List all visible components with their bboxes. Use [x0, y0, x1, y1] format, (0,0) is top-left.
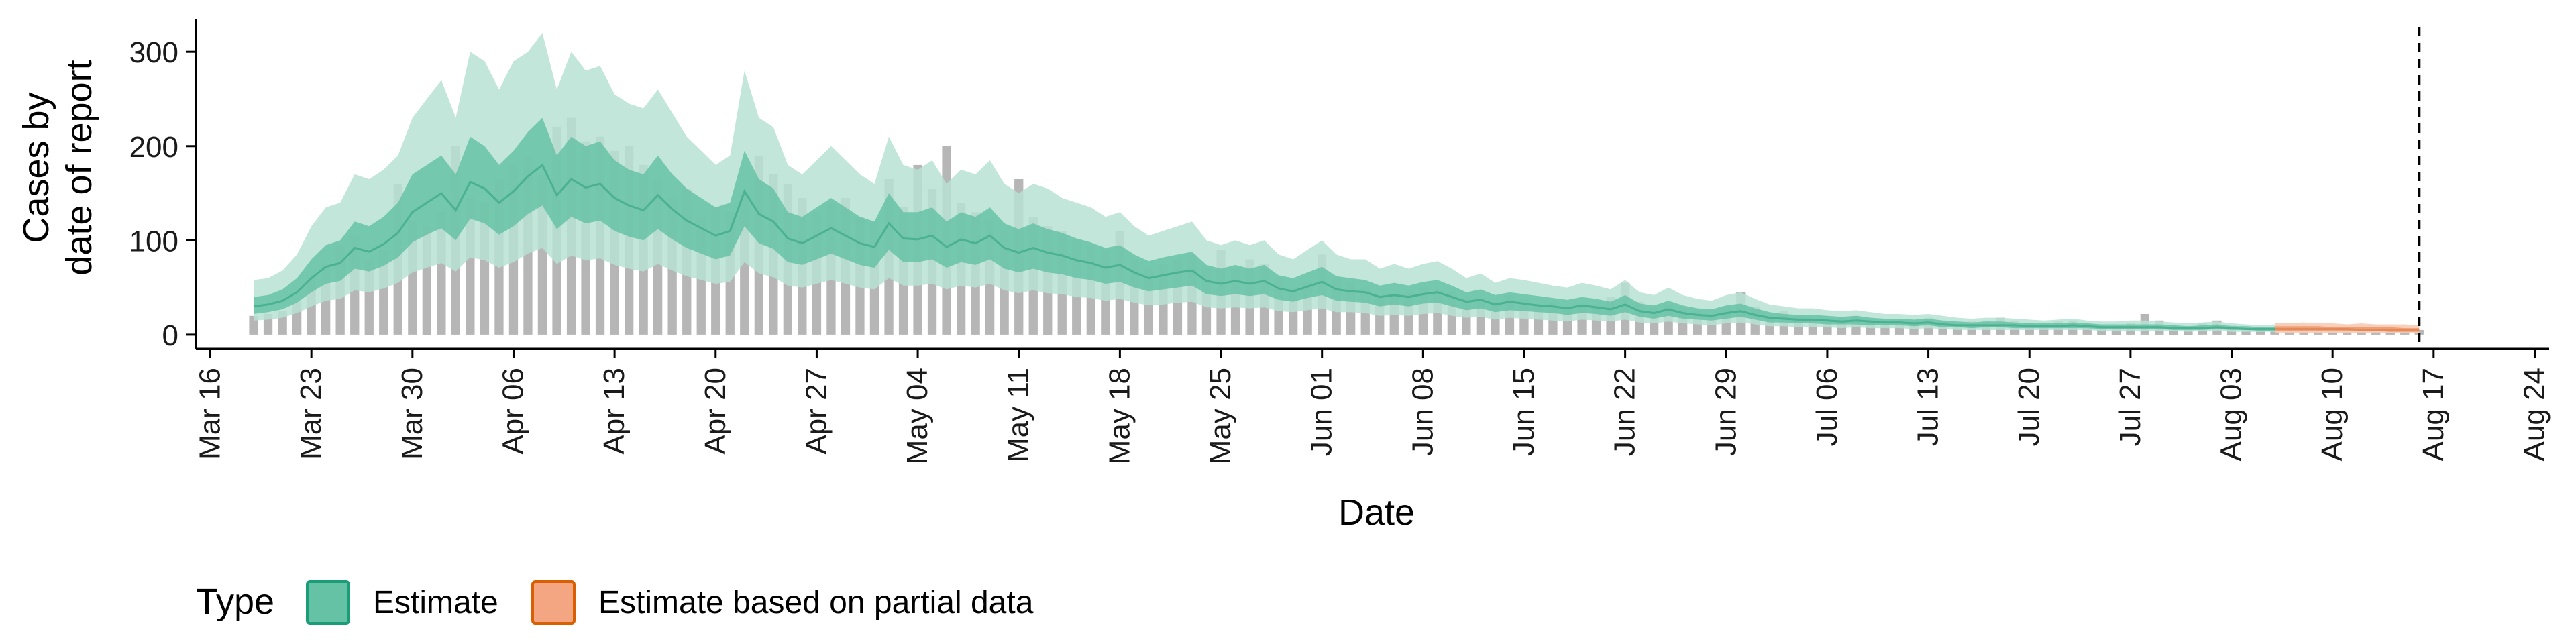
y-axis-title-line-2: date of report	[59, 60, 99, 275]
legend-title: Type	[196, 582, 274, 622]
x-tick-label: May 18	[1103, 368, 1136, 464]
x-tick-label: Aug 17	[2417, 368, 2450, 461]
x-tick-label: Jul 20	[2012, 368, 2045, 446]
y-tick-label: 200	[129, 131, 178, 164]
x-axis-title: Date	[1338, 492, 1415, 533]
legend-label-partial: Estimate based on partial data	[598, 585, 1034, 621]
x-tick-label: Jul 06	[1811, 368, 1843, 446]
partial-estimate-median-line	[2275, 328, 2420, 331]
legend-key-partial	[532, 581, 575, 624]
x-tick-label: May 04	[901, 368, 934, 464]
legend-key-partial-border	[531, 580, 576, 625]
plot-area	[249, 27, 2424, 349]
legend-label-estimate: Estimate	[373, 585, 498, 621]
x-tick-label: Jul 13	[1912, 368, 1945, 446]
x-tick-label: May 11	[1002, 368, 1035, 462]
y-axis-title-line-1: Cases by	[16, 92, 56, 243]
x-tick-label: Jul 27	[2114, 368, 2147, 446]
legend-key-estimate-border	[306, 580, 350, 625]
x-tick-label: Jun 01	[1305, 368, 1338, 456]
x-tick-label: Aug 10	[2316, 368, 2349, 461]
y-tick-label: 0	[162, 319, 178, 352]
x-tick-label: Apr 20	[699, 368, 732, 455]
x-tick-label: Mar 23	[294, 368, 327, 460]
y-tick-label: 300	[129, 36, 178, 69]
x-tick-label: May 25	[1204, 368, 1237, 464]
legend: Type Estimate Estimate based on partial …	[196, 580, 1034, 625]
y-tick-label: 100	[129, 225, 178, 258]
x-tick-label: Apr 13	[598, 368, 631, 455]
legend-key-estimate	[307, 581, 350, 624]
x-tick-label: Apr 06	[497, 368, 530, 455]
x-tick-label: Aug 03	[2215, 368, 2248, 461]
x-tick-label: Mar 16	[194, 368, 227, 460]
x-tick-label: Jun 08	[1406, 368, 1439, 456]
reported-case-bar	[249, 315, 258, 335]
axes: 0 100 200 300 Mar 16 Mar 23 Mar 30 Apr 06 Apr 13…	[129, 19, 2551, 464]
x-tick-label: Jun 29	[1709, 368, 1742, 456]
x-tick-label: Jun 22	[1609, 368, 1642, 456]
estimate-bands	[253, 33, 2420, 333]
x-tick-label: Jun 15	[1507, 368, 1540, 456]
x-tick-label: Apr 27	[800, 368, 833, 455]
x-tick-label: Aug 24	[2518, 368, 2551, 461]
x-tick-label: Mar 30	[396, 368, 429, 460]
estimate-median-line	[253, 163, 2420, 331]
